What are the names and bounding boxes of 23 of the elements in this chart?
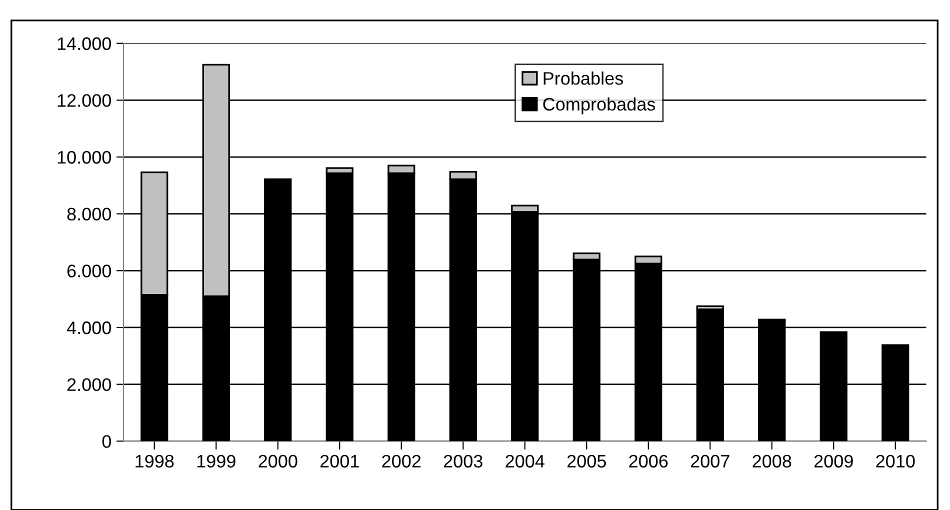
x-tick-label: 2001: [320, 454, 359, 468]
y-tick-label: 10.000: [58, 150, 111, 164]
y-tick-label: 2.000: [67, 378, 111, 392]
y-tick-label: 12.000: [58, 94, 111, 107]
legend-label: Comprobadas: [543, 97, 656, 114]
x-tick-label: 2003: [444, 454, 482, 468]
x-tick-label: 2005: [567, 454, 606, 468]
x-tick-label: 1999: [197, 454, 236, 468]
x-tick-label: 2010: [876, 454, 915, 468]
x-tick-label: 2009: [814, 454, 853, 468]
x-tick-label: 2004: [506, 454, 544, 468]
x-tick-label: 2007: [690, 454, 730, 468]
x-tick-label: 2002: [382, 454, 421, 468]
y-tick-label: 0: [102, 435, 111, 448]
legend-label: Probables: [544, 72, 623, 85]
x-tick-label: 1998: [136, 454, 174, 468]
y-tick-label: 14.000: [58, 37, 111, 50]
y-tick-label: 8.000: [67, 208, 111, 221]
x-tick-label: 2008: [752, 454, 792, 468]
x-tick-label: 2006: [629, 454, 668, 468]
x-tick-label: 2000: [258, 454, 298, 468]
y-tick-label: 4.000: [66, 321, 111, 334]
y-tick-label: 6.000: [67, 264, 111, 278]
